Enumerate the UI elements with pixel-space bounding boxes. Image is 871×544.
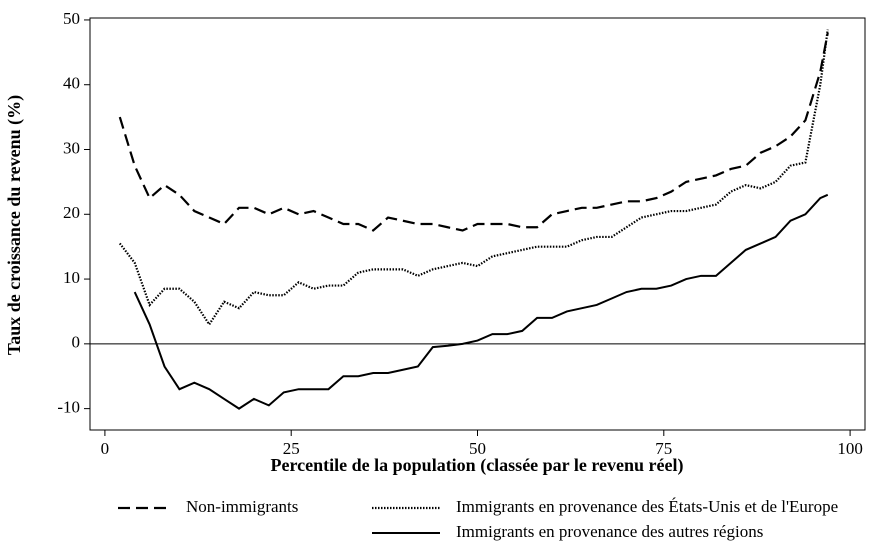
y-tick-label: 0 <box>72 333 81 352</box>
legend-label: Immigrants en provenance des États-Unis … <box>456 497 838 516</box>
x-tick-label: 100 <box>837 439 863 458</box>
x-tick-label: 0 <box>101 439 110 458</box>
series-line <box>118 32 829 232</box>
legend-label: Immigrants en provenance des autres régi… <box>456 522 763 541</box>
x-tick-label: 25 <box>283 439 300 458</box>
y-tick-label: 40 <box>63 74 80 93</box>
legend-label: Non-immigrants <box>186 497 298 516</box>
x-tick-label: 75 <box>655 439 672 458</box>
series-line <box>118 29 829 327</box>
series-line <box>133 193 829 410</box>
x-axis-title: Percentile de la population (classée par… <box>271 455 684 476</box>
x-tick-label: 50 <box>469 439 486 458</box>
y-tick-label: 10 <box>63 268 80 287</box>
y-axis-title: Taux de croissance du revenu (%) <box>4 95 25 355</box>
y-tick-label: 30 <box>63 138 80 157</box>
y-tick-label: 20 <box>63 203 80 222</box>
y-tick-label: -10 <box>57 398 80 417</box>
y-tick-label: 50 <box>63 9 80 28</box>
